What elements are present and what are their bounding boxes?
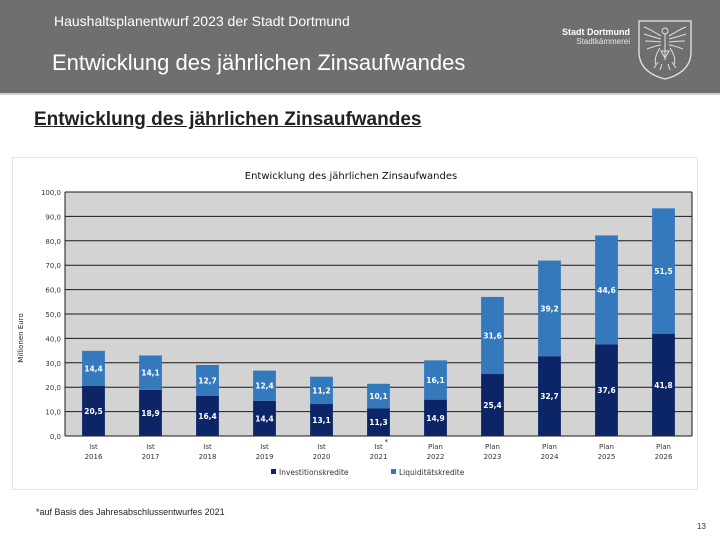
legend-label: Liquiditätskredite bbox=[399, 468, 465, 477]
y-tick-label: 80,0 bbox=[45, 238, 61, 246]
data-label: 14,4 bbox=[84, 364, 103, 373]
y-tick-label: 10,0 bbox=[45, 409, 61, 417]
data-label: 14,9 bbox=[426, 414, 445, 423]
bar-segment-liquiditaetskredite bbox=[367, 383, 390, 409]
bar-segment-liquiditaetskredite bbox=[196, 364, 219, 396]
bar-segment-investitionskredite bbox=[652, 334, 675, 436]
header-title: Entwicklung des jährlichen Zinsaufwandes bbox=[52, 50, 466, 75]
y-tick-label: 40,0 bbox=[45, 335, 61, 343]
coat-of-arms-eagle-icon bbox=[638, 20, 692, 80]
bar-segment-investitionskredite bbox=[139, 389, 162, 436]
bar-segment-investitionskredite bbox=[481, 374, 504, 436]
data-label: 32,7 bbox=[540, 392, 559, 401]
x-tick-label-line2: 2024 bbox=[541, 453, 559, 461]
x-tick-label-line1: Ist bbox=[317, 443, 326, 451]
x-tick-label-line2: 2020 bbox=[313, 453, 331, 461]
data-label: 20,5 bbox=[84, 407, 103, 416]
logo-department: Stadtkämmerei bbox=[576, 37, 630, 46]
x-tick-label-line2: 2017 bbox=[142, 453, 160, 461]
x-tick-label-line2: 2025 bbox=[598, 453, 616, 461]
header-subtitle: Haushaltsplanentwurf 2023 der Stadt Dort… bbox=[54, 13, 350, 29]
bar-segment-liquiditaetskredite bbox=[310, 376, 333, 405]
bar-segment-investitionskredite bbox=[424, 399, 447, 436]
legend-swatch-investitionskredite bbox=[271, 469, 276, 474]
bar-segment-liquiditaetskredite bbox=[424, 360, 447, 400]
chart-container: Entwicklung des jährlichen Zinsaufwandes… bbox=[12, 157, 698, 490]
slide-header: Haushaltsplanentwurf 2023 der Stadt Dort… bbox=[0, 0, 720, 93]
bar-segment-liquiditaetskredite bbox=[139, 355, 162, 390]
y-tick-label: 70,0 bbox=[45, 262, 61, 270]
y-axis-label: Millionen Euro bbox=[17, 313, 25, 362]
x-tick-label-line1: Plan bbox=[542, 443, 557, 451]
data-label: 44,6 bbox=[597, 286, 616, 295]
logo-text: Stadt Dortmund Stadtkämmerei bbox=[560, 27, 630, 46]
y-tick-label: 30,0 bbox=[45, 360, 61, 368]
x-tick-label-line2: 2026 bbox=[655, 453, 673, 461]
data-label: 39,2 bbox=[540, 304, 559, 313]
x-tick-label-line1: Ist bbox=[146, 443, 155, 451]
data-label: 11,3 bbox=[369, 418, 388, 427]
bar-segment-investitionskredite bbox=[538, 356, 561, 436]
x-tick-label-line1: Plan bbox=[485, 443, 500, 451]
y-tick-label: 0,0 bbox=[50, 433, 61, 441]
data-label: 18,9 bbox=[141, 409, 160, 418]
data-label: 25,4 bbox=[483, 401, 502, 410]
data-label: 12,7 bbox=[198, 376, 217, 385]
data-label: 14,1 bbox=[141, 369, 160, 378]
bar-segment-investitionskredite bbox=[595, 344, 618, 436]
data-label: 31,6 bbox=[483, 331, 502, 340]
bar-segment-investitionskredite bbox=[367, 408, 390, 436]
bar-segment-investitionskredite bbox=[196, 395, 219, 436]
x-tick-label-line2: 2019 bbox=[256, 453, 274, 461]
x-tick-label-line1: Plan bbox=[599, 443, 614, 451]
header-divider bbox=[0, 93, 720, 95]
data-label: 51,5 bbox=[654, 267, 673, 276]
bar-segment-investitionskredite bbox=[82, 385, 105, 436]
x-tick-label-line1: Ist bbox=[203, 443, 212, 451]
data-label: 11,2 bbox=[312, 386, 331, 395]
x-tick-label-line1: Ist bbox=[89, 443, 98, 451]
data-label: 12,4 bbox=[255, 382, 274, 391]
x-tick-label-line2: 2023 bbox=[484, 453, 502, 461]
bar-segment-liquiditaetskredite bbox=[253, 370, 276, 401]
legend-swatch-liquiditaetskredite bbox=[391, 469, 396, 474]
x-tick-label-line1: Plan bbox=[428, 443, 443, 451]
y-tick-label: 20,0 bbox=[45, 384, 61, 392]
logo-city-name: Stadt Dortmund bbox=[562, 27, 630, 37]
legend-label: Investitionskredite bbox=[279, 468, 349, 477]
x-tick-label-line2: 2018 bbox=[199, 453, 217, 461]
bar-segment-liquiditaetskredite bbox=[595, 235, 618, 345]
x-tick-label-line1: Plan bbox=[656, 443, 671, 451]
page-number: 13 bbox=[697, 522, 706, 531]
y-tick-label: 50,0 bbox=[45, 311, 61, 319]
x-tick-label-line1: Ist bbox=[374, 443, 383, 451]
x-tick-label-line2: 2016 bbox=[85, 453, 103, 461]
bar-segment-investitionskredite bbox=[253, 400, 276, 436]
bar-segment-liquiditaetskredite bbox=[82, 350, 105, 386]
chart-title: Entwicklung des jährlichen Zinsaufwandes bbox=[245, 171, 457, 182]
y-tick-label: 60,0 bbox=[45, 287, 61, 295]
bar-segment-liquiditaetskredite bbox=[652, 208, 675, 335]
footnote: *auf Basis des Jahresabschlussentwurfes … bbox=[36, 507, 225, 517]
data-label: 13,1 bbox=[312, 416, 331, 425]
x-tick-label-line1: Ist bbox=[260, 443, 269, 451]
data-label: 16,1 bbox=[426, 376, 445, 385]
data-label: 37,6 bbox=[597, 386, 616, 395]
data-label: 41,8 bbox=[654, 381, 673, 390]
x-tick-label-line2: 2022 bbox=[427, 453, 445, 461]
data-label: 10,1 bbox=[369, 392, 388, 401]
y-tick-label: 100,0 bbox=[41, 189, 61, 197]
data-label: 16,4 bbox=[198, 412, 217, 421]
y-tick-label: 90,0 bbox=[45, 213, 61, 221]
bar-segment-liquiditaetskredite bbox=[481, 296, 504, 375]
page-heading: Entwicklung des jährlichen Zinsaufwandes bbox=[34, 109, 422, 130]
bar-segment-liquiditaetskredite bbox=[538, 260, 561, 357]
footnote-marker: * bbox=[385, 438, 389, 446]
bar-segment-investitionskredite bbox=[310, 404, 333, 436]
x-tick-label-line2: 2021 bbox=[370, 453, 388, 461]
stacked-bar-chart: Entwicklung des jährlichen Zinsaufwandes… bbox=[17, 171, 693, 477]
data-label: 14,4 bbox=[255, 414, 274, 423]
